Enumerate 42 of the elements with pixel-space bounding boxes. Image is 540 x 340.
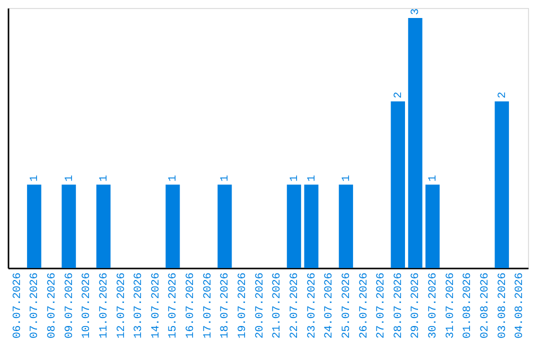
x-tick-label: 16.07.2026 xyxy=(185,272,198,339)
x-tick-label: 27.07.2026 xyxy=(376,272,388,339)
x-tick-label: 14.07.2026 xyxy=(150,272,162,339)
x-tick-label: 12.07.2026 xyxy=(116,272,128,339)
x-tick-label: 11.07.2026 xyxy=(98,272,110,339)
data-label: 1 xyxy=(64,174,76,182)
x-tick-label: 02.08.2026 xyxy=(480,272,492,339)
x-tick-label: 06.07.2026 xyxy=(12,272,24,339)
x-tick-label: 23.07.2026 xyxy=(306,272,318,339)
x-tick-label: 22.07.2026 xyxy=(288,272,301,339)
data-label: 2 xyxy=(496,92,509,98)
x-tick-label: 28.07.2026 xyxy=(392,272,405,339)
x-tick-label: 08.07.2026 xyxy=(46,272,58,339)
x-tick-label: 15.07.2026 xyxy=(168,272,180,339)
x-tick-label: 31.07.2026 xyxy=(444,272,457,339)
data-label: 2 xyxy=(392,92,405,98)
x-tick-label: 03.08.2026 xyxy=(496,272,509,339)
data-label: 1 xyxy=(340,174,353,182)
x-tick-label: 17.07.2026 xyxy=(202,272,214,339)
x-tick-label: 19.07.2026 xyxy=(237,272,250,339)
data-label: 3 xyxy=(410,8,422,15)
data-label: 1 xyxy=(306,174,318,182)
x-tick-label: 20.07.2026 xyxy=(254,272,266,339)
data-label: 1 xyxy=(168,174,180,182)
x-tick-label: 24.07.2026 xyxy=(324,272,336,339)
data-label: 1 xyxy=(29,174,42,182)
data-label: 1 xyxy=(98,174,110,182)
x-tick-label: 13.07.2026 xyxy=(133,272,146,339)
x-tick-label: 21.07.2026 xyxy=(272,272,284,339)
data-label: 1 xyxy=(220,174,232,182)
x-tick-label: 18.07.2026 xyxy=(220,272,232,339)
x-tick-label: 01.08.2026 xyxy=(462,272,474,339)
x-tick-label: 29.07.2026 xyxy=(410,272,422,339)
x-tick-label: 04.08.2026 xyxy=(514,272,526,339)
x-tick-label: 25.07.2026 xyxy=(340,272,353,339)
x-tick-label: 07.07.2026 xyxy=(29,272,42,339)
data-label: 1 xyxy=(288,174,301,182)
data-label: 1 xyxy=(428,174,440,182)
x-tick-label: 30.07.2026 xyxy=(428,272,440,339)
x-tick-label: 26.07.2026 xyxy=(358,272,370,339)
x-tick-label: 10.07.2026 xyxy=(81,272,94,339)
x-tick-label: 09.07.2026 xyxy=(64,272,76,339)
